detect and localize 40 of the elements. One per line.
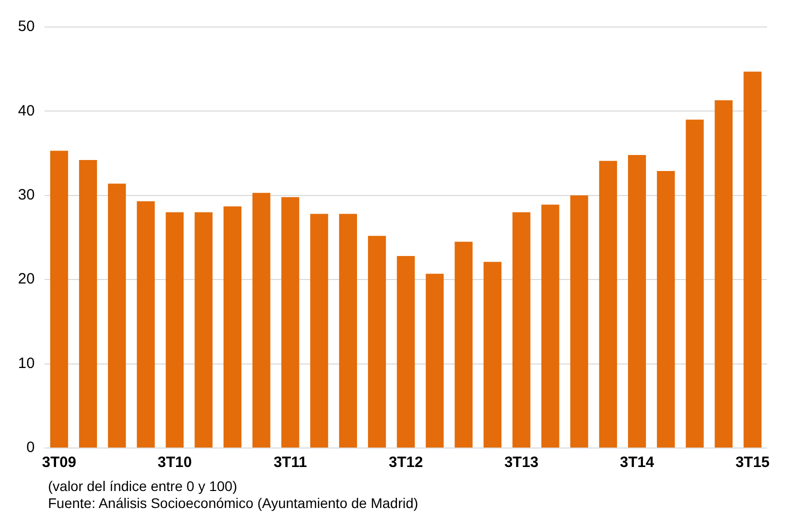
bar [136, 201, 155, 448]
bar [744, 72, 762, 448]
y-tick-label: 40 [18, 102, 35, 120]
bar [512, 212, 530, 448]
y-tick-label: 20 [18, 270, 35, 288]
bar [454, 242, 473, 448]
bar [339, 214, 358, 448]
bar [570, 195, 588, 448]
y-tick-label: 0 [26, 439, 35, 456]
bar [686, 120, 704, 448]
bar [252, 192, 270, 448]
y-tick-label: 10 [18, 354, 35, 372]
bar [79, 160, 97, 448]
source-note: Fuente: Análisis Socioeconómico (Ayuntamiento de Madrid) [48, 495, 420, 512]
x-tick-label: 3T15 [735, 454, 770, 472]
bar [368, 236, 386, 448]
bar [50, 150, 68, 448]
bar [281, 197, 300, 448]
y-tick-label: 30 [18, 186, 35, 204]
x-tick-label: 3T13 [504, 454, 539, 472]
x-tick-label: 3T11 [274, 454, 307, 472]
x-tick-label: 3T14 [620, 454, 655, 472]
bar [310, 214, 328, 448]
bar [108, 184, 126, 448]
y-tick-label: 50 [18, 18, 35, 36]
bar [426, 274, 444, 448]
text: (valor del índice entre 0 y 100) [48, 478, 238, 495]
x-tick-label: 3T09 [42, 454, 76, 472]
bar [224, 206, 242, 448]
bar [484, 262, 502, 448]
x-tick-label: 3T12 [388, 454, 423, 472]
x-tick-label: 3T10 [158, 454, 192, 472]
bar [714, 100, 733, 448]
bar [396, 256, 415, 448]
bar [541, 204, 560, 448]
bar [194, 212, 213, 448]
bar [628, 154, 646, 448]
bar [166, 212, 184, 448]
bar [599, 160, 618, 448]
bar [656, 170, 675, 448]
